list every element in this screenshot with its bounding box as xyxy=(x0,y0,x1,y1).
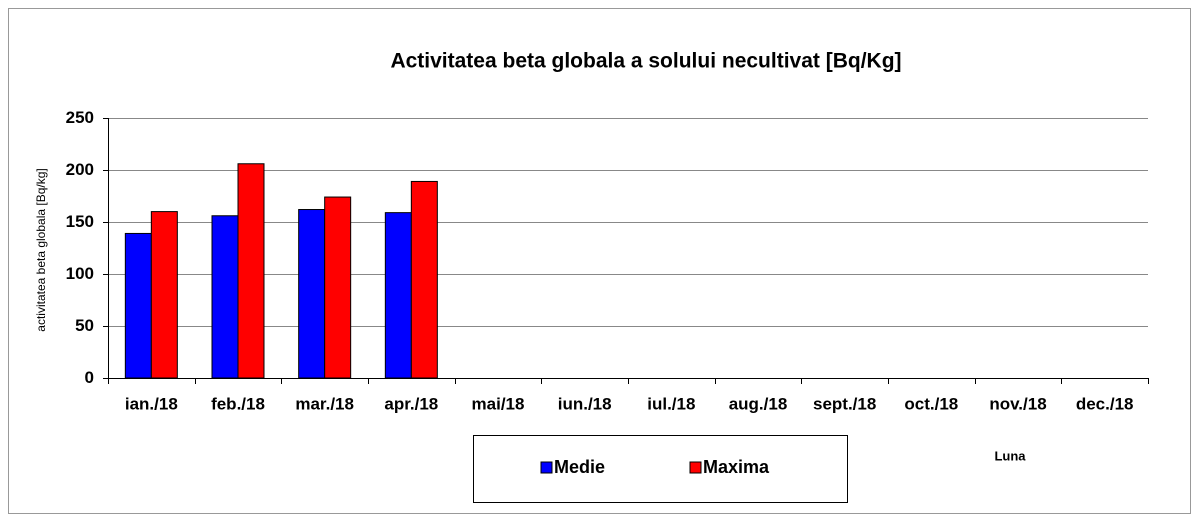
bar xyxy=(384,212,412,379)
x-tick-label: mai/18 xyxy=(472,394,525,413)
x-axis-label: Luna xyxy=(994,448,1026,463)
x-tick-label: sept./18 xyxy=(813,394,876,413)
x-tick-label: iul./18 xyxy=(647,394,695,413)
x-tick-label: iun./18 xyxy=(558,394,612,413)
bar xyxy=(150,211,178,379)
x-tick-label: feb./18 xyxy=(211,394,265,413)
bar xyxy=(324,196,352,379)
legend xyxy=(473,435,848,503)
chart-title: Activitatea beta globala a solului necul… xyxy=(390,50,901,73)
x-tick-label: mar./18 xyxy=(295,394,354,413)
legend-label: Maxima xyxy=(703,457,770,477)
x-tick-label: dec./18 xyxy=(1076,394,1134,413)
y-tick-label: 50 xyxy=(75,316,94,335)
y-tick-label: 150 xyxy=(66,212,94,231)
y-tick-label: 0 xyxy=(85,368,94,387)
bar xyxy=(298,209,326,379)
legend-label: Medie xyxy=(554,457,605,477)
bar xyxy=(124,232,152,379)
chart-frame xyxy=(8,8,1191,514)
y-axis-label: activitatea beta globala [Bq/kg] xyxy=(34,168,48,331)
x-tick-label: ian./18 xyxy=(125,394,178,413)
legend-swatch xyxy=(540,461,553,474)
y-tick-label: 200 xyxy=(66,160,94,179)
bar xyxy=(211,215,239,379)
x-tick-label: apr./18 xyxy=(384,394,438,413)
legend-swatch xyxy=(689,461,702,474)
x-tick-label: nov./18 xyxy=(989,394,1046,413)
bar xyxy=(237,163,265,379)
bar xyxy=(410,180,438,379)
y-tick-label: 250 xyxy=(66,108,94,127)
y-tick-label: 100 xyxy=(66,264,94,283)
x-tick-label: oct./18 xyxy=(904,394,958,413)
x-tick-label: aug./18 xyxy=(729,394,788,413)
